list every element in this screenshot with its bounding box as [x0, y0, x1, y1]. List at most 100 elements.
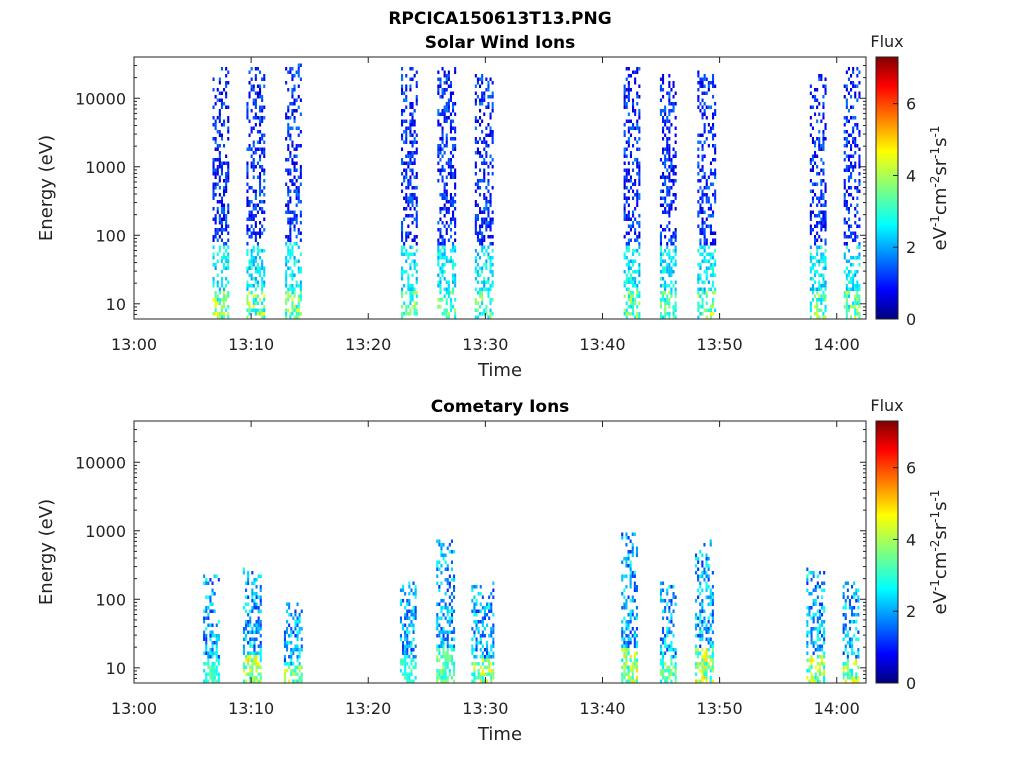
heatmap-cell: [854, 161, 857, 165]
heatmap-cell: [445, 116, 448, 120]
heatmap-cell: [246, 203, 249, 207]
heatmap-cell: [449, 228, 452, 232]
heatmap-cell: [638, 252, 641, 256]
heatmap-cell: [695, 651, 698, 655]
heatmap-cell: [299, 77, 302, 81]
heatmap-cell: [674, 263, 677, 267]
heatmap-cell: [848, 637, 851, 641]
heatmap-cell: [449, 298, 452, 302]
heatmap-cell: [293, 294, 296, 298]
heatmap-cell: [401, 245, 404, 249]
heatmap-cell: [443, 112, 446, 116]
heatmap-cell: [438, 648, 441, 652]
heatmap-cell: [856, 84, 859, 88]
heatmap-cell: [850, 193, 853, 197]
heatmap-cell: [818, 74, 821, 78]
heatmap-cell: [454, 200, 457, 204]
heatmap-cell: [666, 669, 669, 673]
heatmap-cell: [297, 259, 300, 263]
x-tick-label: 13:00: [111, 699, 157, 718]
heatmap-cell: [631, 613, 634, 617]
heatmap-cell: [492, 655, 495, 659]
heatmap-cell: [818, 77, 821, 81]
heatmap-cell: [857, 648, 860, 652]
heatmap-cell: [820, 298, 823, 302]
heatmap-cell: [475, 602, 478, 606]
heatmap-cell: [209, 665, 212, 669]
heatmap-cell: [623, 186, 626, 190]
heatmap-cell: [261, 77, 264, 81]
heatmap-cell: [627, 91, 630, 95]
heatmap-cell: [858, 217, 861, 221]
heatmap-cell: [257, 620, 260, 624]
heatmap-cell: [633, 588, 636, 592]
heatmap-cell: [252, 284, 255, 288]
heatmap-cell: [256, 95, 259, 99]
heatmap-cell: [818, 627, 821, 631]
heatmap-cell: [448, 658, 451, 662]
heatmap-cell: [662, 291, 665, 295]
heatmap-cell: [254, 151, 257, 155]
heatmap-cell: [261, 301, 264, 305]
heatmap-cell: [247, 630, 250, 634]
heatmap-cell: [471, 662, 474, 666]
heatmap-cell: [403, 140, 406, 144]
heatmap-cell: [479, 231, 482, 235]
heatmap-cell: [625, 560, 628, 564]
heatmap-cell: [816, 221, 819, 225]
heatmap-cell: [291, 305, 294, 309]
heatmap-cell: [855, 662, 858, 666]
heatmap-cell: [415, 214, 418, 218]
heatmap-cell: [256, 252, 259, 256]
heatmap-cell: [822, 140, 825, 144]
heatmap-cell: [250, 308, 253, 312]
heatmap-cell: [250, 235, 253, 239]
heatmap-cell: [225, 224, 228, 228]
heatmap-cell: [479, 273, 482, 277]
heatmap-cell: [699, 679, 702, 683]
heatmap-cell: [674, 154, 677, 158]
heatmap-cell: [203, 620, 206, 624]
heatmap-cell: [410, 620, 413, 624]
heatmap-cell: [471, 585, 474, 589]
heatmap-cell: [824, 280, 827, 284]
heatmap-cell: [489, 224, 492, 228]
heatmap-cell: [662, 77, 665, 81]
heatmap-cell: [623, 665, 626, 669]
heatmap-cell: [218, 130, 221, 134]
heatmap-cell: [701, 105, 704, 109]
heatmap-cell: [845, 301, 848, 305]
heatmap-cell: [812, 641, 815, 645]
heatmap-cell: [250, 291, 253, 295]
heatmap-cell: [285, 301, 288, 305]
x-tick-label: 13:20: [345, 699, 391, 718]
heatmap-cell: [218, 179, 221, 183]
heatmap-cell: [283, 634, 286, 638]
heatmap-cell: [625, 277, 628, 281]
heatmap-cell: [808, 592, 811, 596]
heatmap-cell: [629, 599, 632, 603]
heatmap-cell: [409, 123, 412, 127]
heatmap-cell: [629, 151, 632, 155]
heatmap-cell: [659, 252, 662, 256]
heatmap-cell: [822, 280, 825, 284]
heatmap-cell: [412, 616, 415, 620]
heatmap-cell: [697, 308, 700, 312]
heatmap-cell: [441, 91, 444, 95]
heatmap-cell: [261, 277, 264, 281]
heatmap-cell: [443, 91, 446, 95]
heatmap-cell: [450, 637, 453, 641]
heatmap-cell: [638, 165, 641, 169]
heatmap-cell: [454, 112, 457, 116]
heatmap-cell: [668, 291, 671, 295]
heatmap-cell: [254, 147, 257, 151]
heatmap-cell: [255, 651, 258, 655]
heatmap-cell: [842, 637, 845, 641]
heatmap-cell: [263, 200, 266, 204]
heatmap-cell: [439, 284, 442, 288]
heatmap-cell: [216, 280, 219, 284]
heatmap-cell: [225, 175, 228, 179]
heatmap-cell: [405, 207, 408, 211]
heatmap-cell: [250, 200, 253, 204]
